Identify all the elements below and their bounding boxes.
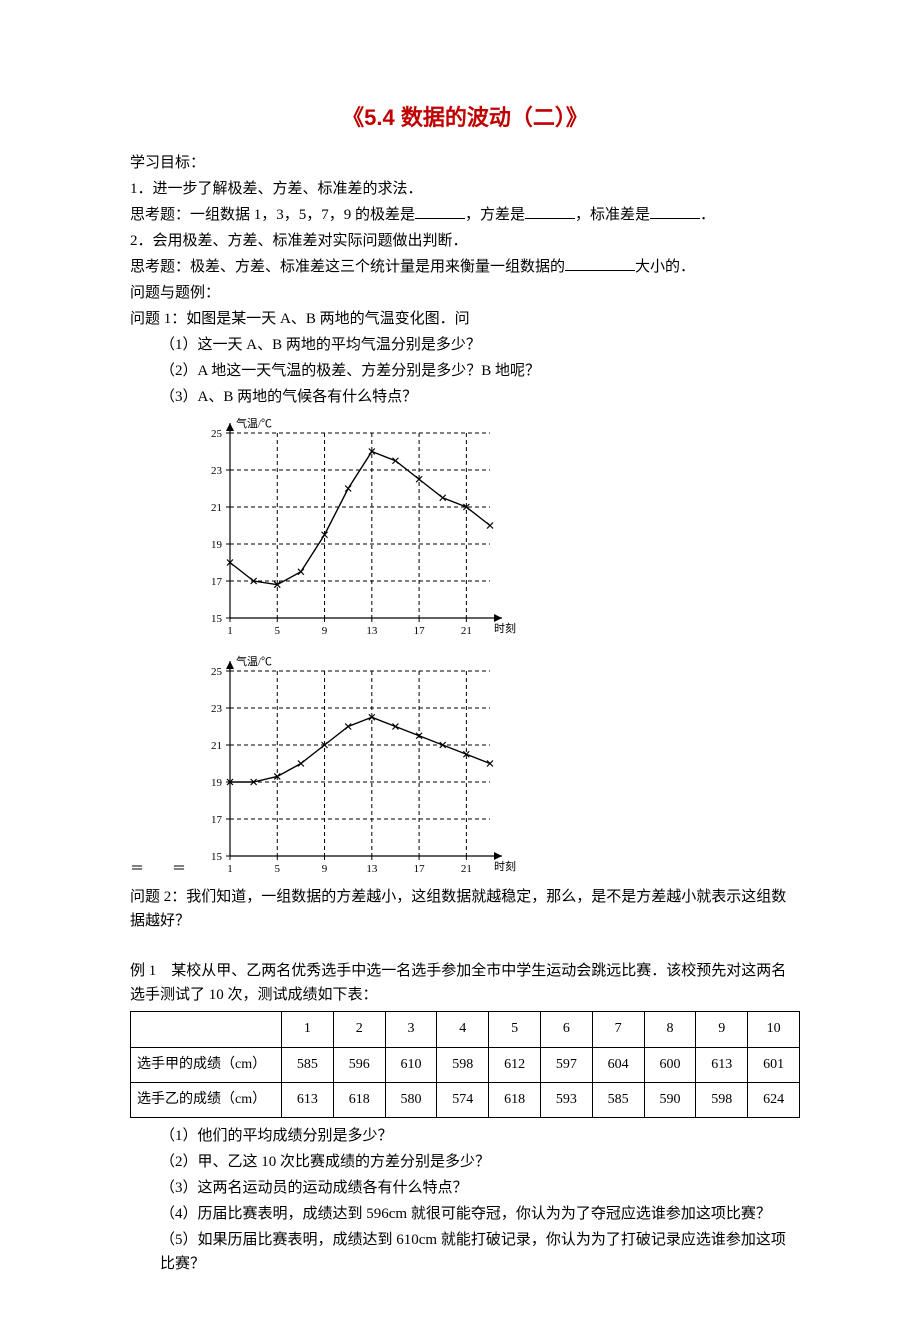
svg-text:时刻: 时刻: [494, 621, 516, 635]
svg-text:13: 13: [366, 625, 378, 637]
problem1-title: 问题 1：如图是某一天 A、B 两地的气温变化图．问: [130, 307, 800, 331]
svg-text:5: 5: [275, 863, 281, 875]
blank-measure: [565, 255, 635, 271]
svg-text:19: 19: [211, 777, 223, 789]
problems-heading: 问题与题例：: [130, 281, 800, 305]
think-q2: 思考题：极差、方差、标准差这三个统计量是用来衡量一组数据的 大小的．: [130, 255, 800, 279]
r1c1: 585: [282, 1047, 334, 1082]
r1c5: 612: [489, 1047, 541, 1082]
ex1-q2: （2）甲、乙这 10 次比赛成绩的方差分别是多少？: [130, 1150, 800, 1174]
svg-text:25: 25: [211, 666, 223, 678]
th-2: 2: [333, 1012, 385, 1047]
r1c2: 596: [333, 1047, 385, 1082]
equals-marks: ＝ ＝: [130, 859, 190, 885]
ex1-q3: （3）这两名运动员的运动成绩各有什么特点？: [130, 1176, 800, 1200]
temperature-chart-b: 气温/℃时刻151719212325159131721: [190, 651, 520, 881]
th-8: 8: [644, 1012, 696, 1047]
think1-mid: ，方差是: [465, 207, 525, 223]
r2c7: 585: [592, 1082, 644, 1117]
svg-text:13: 13: [366, 863, 378, 875]
svg-text:25: 25: [211, 428, 223, 440]
p1-q1: （1）这一天 A、B 两地的平均气温分别是多少？: [130, 333, 800, 357]
th-7: 7: [592, 1012, 644, 1047]
svg-text:17: 17: [211, 576, 223, 588]
svg-text:17: 17: [414, 863, 426, 875]
svg-text:5: 5: [275, 625, 281, 637]
svg-text:15: 15: [211, 851, 223, 863]
r2c1: 613: [282, 1082, 334, 1117]
chart-a-wrap: 气温/℃时刻151719212325159131721: [130, 413, 800, 643]
chart-b-wrap: 气温/℃时刻151719212325159131721: [190, 651, 520, 881]
svg-text:23: 23: [211, 465, 223, 477]
svg-text:21: 21: [211, 502, 222, 514]
svg-text:23: 23: [211, 703, 223, 715]
svg-text:21: 21: [211, 740, 222, 752]
svg-text:15: 15: [211, 613, 223, 625]
svg-text:17: 17: [211, 814, 223, 826]
ex1-q1: （1）他们的平均成绩分别是多少？: [130, 1124, 800, 1148]
svg-text:17: 17: [414, 625, 426, 637]
svg-text:21: 21: [461, 863, 472, 875]
blank-range: [415, 203, 465, 219]
th-4: 4: [437, 1012, 489, 1047]
document-title: 《5.4 数据的波动（二）》: [130, 100, 800, 135]
svg-text:9: 9: [322, 625, 328, 637]
example1-lead: 例 1 某校从甲、乙两名优秀选手中选一名选手参加全市中学生运动会跳远比赛．该校预…: [130, 959, 800, 1007]
goal-2: 2．会用极差、方差、标准差对实际问题做出判断．: [130, 229, 800, 253]
goals-heading: 学习目标：: [130, 151, 800, 175]
r1c3: 610: [385, 1047, 437, 1082]
th-9: 9: [696, 1012, 748, 1047]
think2-lead: 思考题：极差、方差、标准差这三个统计量是用来衡量一组数据的: [130, 259, 565, 275]
think2-tail: 大小的．: [635, 259, 695, 275]
row2-label: 选手乙的成绩（cm）: [131, 1082, 282, 1117]
blank-variance: [525, 203, 575, 219]
table-row-yi: 选手乙的成绩（cm） 613 618 580 574 618 593 585 5…: [131, 1082, 800, 1117]
svg-text:19: 19: [211, 539, 223, 551]
r2c10: 624: [748, 1082, 800, 1117]
ex1-q5: （5）如果历届比赛表明，成绩达到 610cm 就能打破记录，你认为为了打破记录应…: [130, 1228, 800, 1276]
r2c6: 593: [540, 1082, 592, 1117]
think1-tail: ，标准差是: [575, 207, 650, 223]
th-3: 3: [385, 1012, 437, 1047]
think-q1: 思考题：一组数据 1，3，5，7，9 的极差是 ，方差是 ，标准差是 ．: [130, 203, 800, 227]
r1c9: 613: [696, 1047, 748, 1082]
th-blank: [131, 1012, 282, 1047]
th-5: 5: [489, 1012, 541, 1047]
think1-lead: 思考题：一组数据 1，3，5，7，9 的极差是: [130, 207, 415, 223]
r1c8: 600: [644, 1047, 696, 1082]
ex1-q4: （4）历届比赛表明，成绩达到 596cm 就很可能夺冠，你认为为了夺冠应选谁参加…: [130, 1202, 800, 1226]
svg-text:气温/℃: 气温/℃: [236, 654, 272, 668]
r1c10: 601: [748, 1047, 800, 1082]
r2c3: 580: [385, 1082, 437, 1117]
p1-q3: （3）A、B 两地的气候各有什么特点？: [130, 385, 800, 409]
r2c8: 590: [644, 1082, 696, 1117]
temperature-chart-a: 气温/℃时刻151719212325159131721: [190, 413, 520, 643]
r2c9: 598: [696, 1082, 748, 1117]
r2c4: 574: [437, 1082, 489, 1117]
problem2-text: 问题 2：我们知道，一组数据的方差越小，这组数据就越稳定，那么，是不是方差越小就…: [130, 885, 800, 933]
svg-text:气温/℃: 气温/℃: [236, 416, 272, 430]
table-row-jia: 选手甲的成绩（cm） 585 596 610 598 612 597 604 6…: [131, 1047, 800, 1082]
svg-text:1: 1: [227, 863, 233, 875]
table-header-row: 1 2 3 4 5 6 7 8 9 10: [131, 1012, 800, 1047]
p1-q2: （2）A 地这一天气温的极差、方差分别是多少？B 地呢？: [130, 359, 800, 383]
r2c5: 618: [489, 1082, 541, 1117]
svg-text:时刻: 时刻: [494, 859, 516, 873]
th-6: 6: [540, 1012, 592, 1047]
th-1: 1: [282, 1012, 334, 1047]
r1c4: 598: [437, 1047, 489, 1082]
think1-end: ．: [700, 207, 715, 223]
row1-label: 选手甲的成绩（cm）: [131, 1047, 282, 1082]
results-table: 1 2 3 4 5 6 7 8 9 10 选手甲的成绩（cm） 585 596 …: [130, 1011, 800, 1118]
r2c2: 618: [333, 1082, 385, 1117]
svg-text:9: 9: [322, 863, 328, 875]
th-10: 10: [748, 1012, 800, 1047]
r1c7: 604: [592, 1047, 644, 1082]
svg-text:21: 21: [461, 625, 472, 637]
blank-stddev: [650, 203, 700, 219]
goal-1: 1．进一步了解极差、方差、标准差的求法．: [130, 177, 800, 201]
svg-text:1: 1: [227, 625, 233, 637]
r1c6: 597: [540, 1047, 592, 1082]
